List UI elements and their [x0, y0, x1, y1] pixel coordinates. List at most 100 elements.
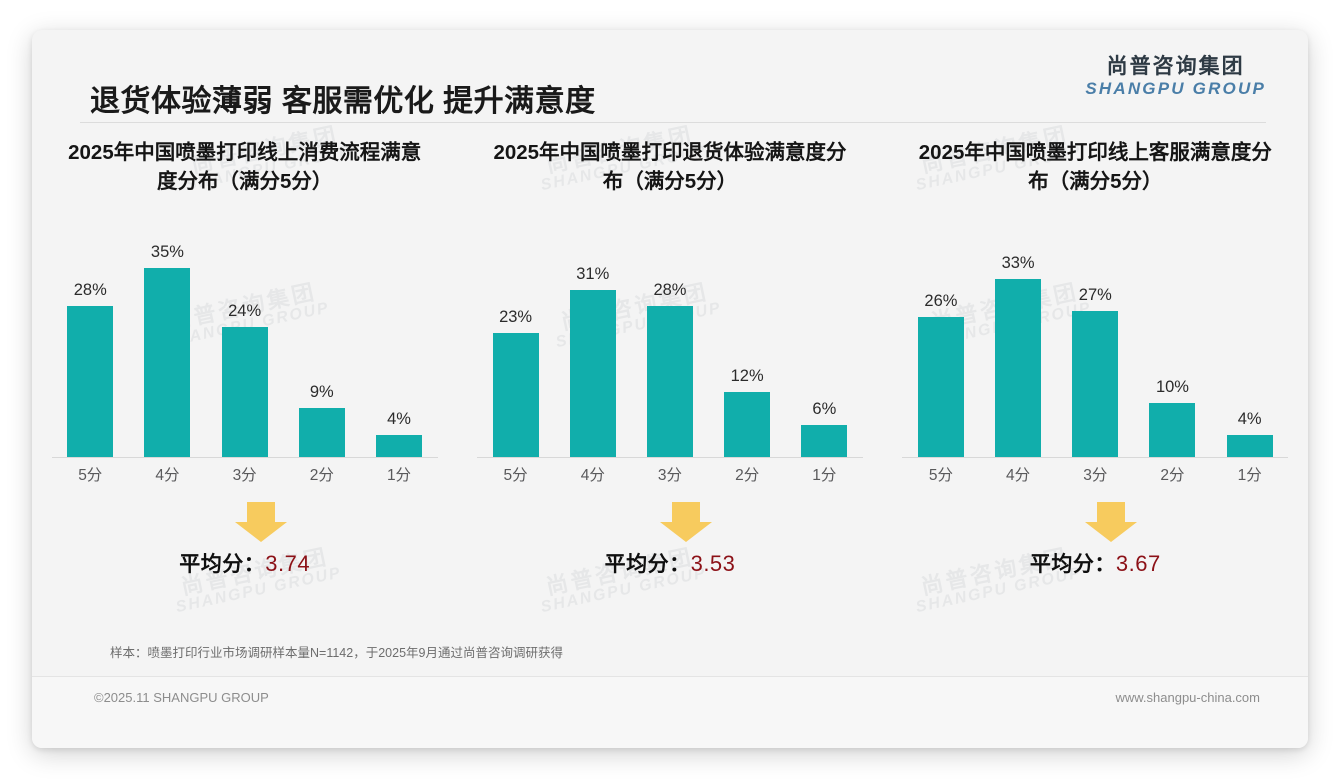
chart-title: 2025年中国喷墨打印线上消费流程满意度分布（满分5分）: [68, 141, 422, 194]
bar-value-label: 4%: [387, 410, 411, 428]
x-tick-label: 4分: [580, 467, 605, 484]
website-link[interactable]: www.shangpu-china.com: [1115, 690, 1260, 705]
x-axis-line: [902, 457, 1289, 458]
x-tick-label: 2分: [735, 467, 760, 484]
average-value: 3.74: [265, 551, 311, 576]
bar[interactable]: [221, 327, 268, 457]
bar[interactable]: [801, 425, 848, 457]
bar-item[interactable]: 35%: [136, 241, 198, 457]
x-axis-line: [476, 457, 863, 458]
average-block: 平均分：3.53: [471, 500, 868, 592]
x-tick-label: 3分: [232, 467, 257, 484]
bar-value-label: 31%: [576, 265, 610, 283]
x-axis-labels: 5分 4分 3分 2分 1分: [902, 460, 1288, 488]
bar-chart: 26% 33% 27% 10%: [902, 220, 1289, 488]
average-text: 平均分：3.67: [897, 548, 1294, 578]
header-divider: [80, 122, 1266, 123]
average-text: 平均分：3.74: [46, 548, 443, 578]
bar[interactable]: [144, 268, 191, 457]
x-tick-label: 5分: [503, 467, 528, 484]
charts-row: 2025年中国喷墨打印线上消费流程满意度分布（满分5分） 28% 35% 24%: [32, 138, 1308, 592]
x-axis-labels: 5分 4分 3分 2分 1分: [52, 460, 438, 488]
bar-item[interactable]: 9%: [291, 241, 353, 457]
bar-item[interactable]: 28%: [639, 241, 701, 457]
average-label: 平均分：: [179, 553, 266, 576]
brand-logo-en: SHANGPU GROUP: [1085, 79, 1266, 99]
bar[interactable]: [646, 306, 693, 457]
x-tick-label: 2分: [309, 467, 334, 484]
average-text: 平均分：3.53: [471, 548, 868, 578]
bar-item[interactable]: 26%: [910, 241, 972, 457]
bar-value-label: 33%: [1001, 254, 1035, 272]
bar-item[interactable]: 6%: [793, 241, 855, 457]
chart-panel: 2025年中国喷墨打印线上消费流程满意度分布（满分5分） 28% 35% 24%: [32, 138, 457, 592]
bar-group: 28% 35% 24% 9%: [52, 241, 438, 457]
bar-value-label: 35%: [150, 243, 184, 261]
average-value: 3.67: [1115, 551, 1161, 576]
bar[interactable]: [1149, 403, 1196, 457]
brand-logo-cn: 尚普咨询集团: [1106, 55, 1245, 78]
bar[interactable]: [492, 333, 539, 457]
x-tick-label: 1分: [812, 467, 837, 484]
bar[interactable]: [67, 306, 114, 457]
bar-item[interactable]: 23%: [485, 241, 547, 457]
bar-chart: 28% 35% 24% 9%: [51, 220, 438, 488]
bar-value-label: 10%: [1155, 378, 1189, 396]
x-tick-label: 3分: [657, 467, 683, 484]
x-tick-label: 4分: [155, 467, 180, 484]
down-arrow-icon: [658, 500, 714, 544]
x-tick-label: 2分: [1160, 467, 1185, 484]
average-value: 3.53: [690, 551, 736, 576]
x-axis-line: [51, 457, 438, 458]
bar[interactable]: [376, 435, 422, 457]
bar-item[interactable]: 24%: [214, 241, 276, 457]
bar-item[interactable]: 33%: [987, 241, 1049, 457]
slide-footer: ©2025.11 SHANGPU GROUP www.shangpu-china…: [32, 677, 1308, 748]
bar-value-label: 23%: [499, 308, 533, 326]
x-tick-label: 3分: [1083, 467, 1108, 484]
bar[interactable]: [917, 317, 964, 457]
x-tick-label: 4分: [1006, 467, 1031, 484]
bar[interactable]: [1226, 435, 1273, 457]
bar[interactable]: [995, 279, 1042, 457]
chart-title: 2025年中国喷墨打印退货体验满意度分布（满分5分）: [493, 141, 847, 194]
bar-item[interactable]: 10%: [1141, 241, 1203, 457]
bar-item[interactable]: 27%: [1064, 241, 1126, 457]
bar[interactable]: [1072, 311, 1119, 457]
bar[interactable]: [298, 408, 345, 457]
bar-item[interactable]: 12%: [716, 241, 778, 457]
average-label: 平均分：: [1029, 553, 1116, 576]
bar-value-label: 26%: [924, 292, 958, 310]
bar[interactable]: [569, 290, 616, 457]
x-tick-label: 5分: [78, 467, 103, 484]
page-title: 退货体验薄弱 客服需优化 提升满意度: [90, 85, 596, 118]
sample-footnote: 样本：喷墨打印行业市场调研样本量N=1142，于2025年9月通过尚普咨询调研获…: [110, 646, 563, 660]
bar-item[interactable]: 4%: [368, 241, 430, 457]
slide-canvas: 尚普咨询集团 SHANGPU GROUP 尚普咨询集团 SHANGPU GROU…: [32, 30, 1308, 748]
bar[interactable]: [724, 392, 771, 457]
down-arrow-icon: [1083, 500, 1139, 544]
average-label: 平均分：: [604, 553, 691, 576]
chart-title: 2025年中国喷墨打印线上客服满意度分布（满分5分）: [918, 141, 1272, 194]
bar-value-label: 28%: [73, 281, 107, 299]
bar-value-label: 24%: [228, 302, 262, 320]
footer-divider: [32, 676, 1308, 677]
x-tick-label: 5分: [928, 467, 953, 484]
bar-value-label: 27%: [1078, 286, 1112, 304]
average-block: 平均分：3.74: [46, 500, 443, 592]
average-block: 平均分：3.67: [897, 500, 1294, 592]
chart-panel: 2025年中国喷墨打印退货体验满意度分布（满分5分） 23% 31% 28%: [457, 138, 882, 592]
x-tick-label: 1分: [386, 467, 412, 484]
bar-group: 26% 33% 27% 10%: [902, 241, 1288, 457]
x-axis-labels: 5分 4分 3分 2分 1分: [477, 460, 863, 488]
bar-value-label: 12%: [730, 367, 764, 385]
bar-item[interactable]: 4%: [1219, 241, 1281, 457]
bar-item[interactable]: 31%: [562, 241, 624, 457]
chart-panel: 2025年中国喷墨打印线上客服满意度分布（满分5分） 26% 33% 27%: [883, 138, 1308, 592]
down-arrow-icon: [233, 500, 289, 544]
copyright-text: ©2025.11 SHANGPU GROUP: [94, 690, 269, 705]
bar-group: 23% 31% 28% 12%: [477, 241, 863, 457]
brand-logo: 尚普咨询集团 SHANGPU GROUP: [1085, 55, 1266, 99]
bar-value-label: 4%: [1237, 410, 1262, 428]
bar-item[interactable]: 28%: [59, 241, 121, 457]
